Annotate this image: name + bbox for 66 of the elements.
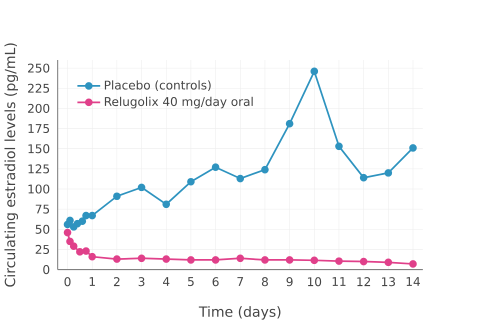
x-tick-label: 13 (382, 277, 395, 286)
point (187, 256, 195, 264)
point (409, 260, 417, 268)
point (335, 142, 343, 150)
x-tick-label: 4 (162, 277, 170, 286)
y-tick-label: 100 (28, 184, 50, 194)
x-axis-title: Time (days) (198, 306, 280, 320)
x-tick-label: 8 (262, 277, 268, 286)
x-tick-label: 5 (188, 277, 194, 286)
x-tick-label: 12 (357, 277, 370, 286)
x-tick-label: 0 (64, 277, 71, 286)
y-tick-label: 150 (28, 144, 50, 154)
point (236, 174, 244, 182)
point (66, 216, 74, 224)
y-tick-label: 225 (28, 84, 50, 93)
point (70, 242, 78, 250)
y-tick-label: 125 (28, 164, 50, 174)
point (138, 254, 146, 262)
point (286, 120, 294, 128)
x-tick-label: 11 (332, 277, 346, 286)
point (162, 255, 170, 263)
point (64, 228, 72, 236)
point (212, 163, 220, 172)
x-tick-label: 6 (212, 277, 219, 286)
point (360, 174, 368, 182)
y-tick-label: 50 (36, 224, 50, 234)
point (187, 178, 195, 186)
point (66, 238, 74, 246)
legend-label: Placebo (controls) (104, 80, 211, 92)
point (310, 256, 318, 264)
point (286, 256, 294, 264)
x-tick-label: 3 (138, 277, 144, 286)
y-axis-title: Circulating estradiol levels (pg/mL) (4, 43, 18, 287)
point (82, 247, 90, 255)
y-tick-label: 75 (36, 204, 50, 214)
point (261, 256, 269, 264)
point (162, 200, 170, 208)
point (88, 212, 96, 220)
legend-label: Relugolix 40 mg/day oral (104, 96, 253, 108)
point (82, 212, 90, 220)
point (78, 217, 86, 226)
point (261, 166, 269, 174)
point (212, 256, 220, 264)
point (384, 258, 392, 266)
point (335, 257, 343, 265)
y-tick-label: 200 (28, 104, 50, 113)
point (138, 184, 146, 192)
x-tick-label: 1 (90, 277, 95, 286)
x-tick-label: 14 (406, 277, 420, 286)
y-tick-label: 0 (43, 265, 50, 274)
x-tick-label: 9 (286, 277, 293, 286)
point (236, 254, 244, 262)
y-tick-label: 250 (28, 64, 50, 73)
point (384, 169, 392, 177)
point (310, 68, 318, 76)
point (409, 144, 417, 152)
x-tick-label: 7 (237, 277, 244, 286)
y-tick-label: 175 (28, 124, 50, 133)
point (360, 258, 368, 266)
x-tick-label: 2 (114, 277, 120, 286)
x-tick-label: 10 (308, 277, 322, 286)
point (76, 248, 84, 256)
y-tick-label: 25 (36, 244, 50, 254)
point (113, 255, 121, 263)
point (88, 252, 96, 260)
point (113, 192, 121, 200)
